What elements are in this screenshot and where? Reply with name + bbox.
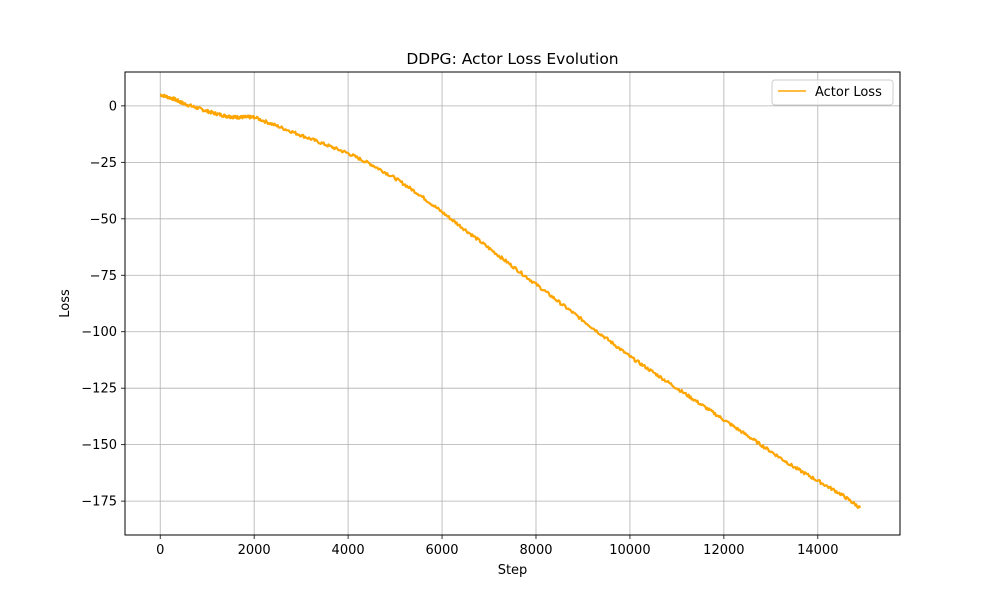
x-tick-label: 8000 (519, 543, 552, 558)
y-tick-label: −150 (81, 438, 117, 453)
x-tick-label: 6000 (425, 543, 458, 558)
x-tick-label: 0 (156, 543, 164, 558)
x-axis-ticks: 0 2000 4000 6000 8000 10000 12000 14000 (156, 535, 838, 558)
x-tick-label: 2000 (238, 543, 271, 558)
y-tick-label: −175 (81, 495, 117, 510)
y-tick-label: −125 (81, 382, 117, 397)
actor-loss-line (159, 93, 862, 509)
legend-label: Actor Loss (815, 85, 882, 100)
plot-frame (124, 71, 901, 536)
x-tick-label: 4000 (332, 543, 365, 558)
x-tick-label: 12000 (703, 543, 744, 558)
y-tick-label: −25 (90, 156, 117, 171)
x-axis-label: Step (498, 563, 528, 578)
y-tick-label: −100 (81, 325, 117, 340)
y-axis-label: Loss (58, 289, 73, 318)
y-tick-label: −50 (90, 212, 117, 227)
y-tick-label: 0 (109, 99, 117, 114)
y-axis-ticks: 0 −25 −50 −75 −100 −125 −150 −175 (81, 99, 125, 510)
legend: Actor Loss (771, 79, 894, 106)
legend-box (771, 79, 894, 106)
chart-title: DDPG: Actor Loss Evolution (406, 50, 618, 68)
series-layer (159, 93, 862, 509)
x-tick-label: 10000 (609, 543, 650, 558)
grid-lines (125, 72, 900, 535)
y-tick-label: −75 (90, 269, 117, 284)
x-tick-label: 14000 (797, 543, 838, 558)
